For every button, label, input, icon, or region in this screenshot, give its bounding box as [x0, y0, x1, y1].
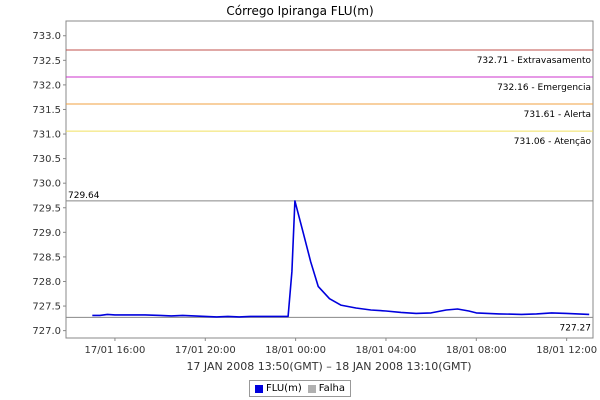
y-tick-label: 731.5: [32, 105, 61, 116]
x-axis-label: 17 JAN 2008 13:50(GMT) – 18 JAN 2008 13:…: [186, 360, 471, 373]
min-label: 727.27: [560, 323, 592, 333]
legend-label-flu: FLU(m): [266, 383, 302, 394]
y-tick-label: 728.0: [32, 277, 61, 288]
y-tick-label: 727.5: [32, 302, 61, 313]
y-tick-label: 727.0: [32, 326, 61, 337]
y-tick-label: 729.5: [32, 203, 61, 214]
x-tick-label: 18/01 08:00: [446, 345, 507, 356]
y-tick-label: 733.0: [32, 31, 61, 42]
threshold-label: 732.71 - Extravasamento: [477, 56, 592, 66]
x-tick-label: 18/01 00:00: [265, 345, 326, 356]
plot-area: [65, 20, 594, 339]
legend-label-falha: Falha: [318, 383, 345, 394]
legend-swatch-falha: [307, 384, 316, 393]
x-tick-label: 17/01 16:00: [85, 345, 146, 356]
legend: FLU(m) Falha: [249, 380, 351, 397]
threshold-label: 731.61 - Alerta: [524, 110, 591, 120]
y-tick-label: 728.5: [32, 252, 61, 263]
threshold-label: 731.06 - Atenção: [514, 137, 592, 147]
x-tick-label: 18/01 04:00: [356, 345, 417, 356]
y-tick-label: 732.0: [32, 80, 61, 91]
x-tick-label: 18/01 12:00: [536, 345, 597, 356]
legend-item-flu: FLU(m): [255, 383, 302, 394]
y-tick-label: 730.5: [32, 154, 61, 165]
y-tick-label: 730.0: [32, 179, 61, 190]
chart-title: Córrego Ipiranga FLU(m): [226, 4, 373, 18]
legend-item-falha: Falha: [307, 383, 345, 394]
threshold-label: 732.16 - Emergencia: [497, 83, 591, 93]
series-line-flu: [92, 200, 590, 318]
y-tick-label: 729.0: [32, 228, 61, 239]
x-tick-label: 17/01 20:00: [175, 345, 236, 356]
y-tick-label: 732.5: [32, 56, 61, 67]
max-label: 729.64: [68, 191, 100, 201]
y-tick-label: 731.0: [32, 130, 61, 141]
legend-swatch-flu: [255, 384, 264, 393]
